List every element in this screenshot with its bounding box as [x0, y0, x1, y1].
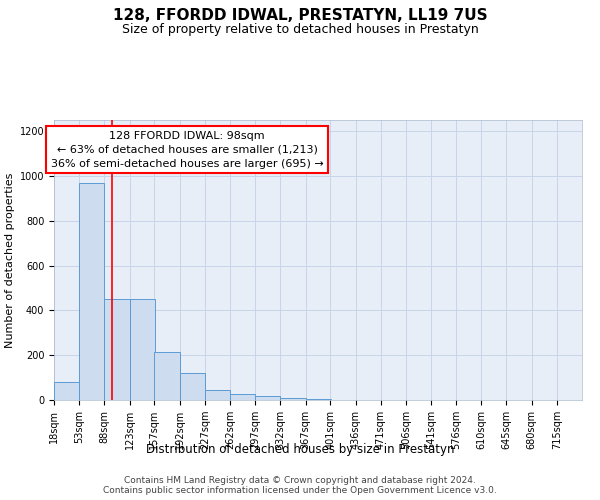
- Bar: [54, 382, 79, 400]
- Bar: [154, 352, 179, 400]
- Text: 128 FFORDD IDWAL: 98sqm
← 63% of detached houses are smaller (1,213)
36% of semi: 128 FFORDD IDWAL: 98sqm ← 63% of detache…: [51, 130, 323, 168]
- Bar: [230, 394, 255, 400]
- Bar: [79, 182, 104, 400]
- Bar: [205, 390, 230, 400]
- Text: Distribution of detached houses by size in Prestatyn: Distribution of detached houses by size …: [146, 442, 454, 456]
- Y-axis label: Number of detached properties: Number of detached properties: [5, 172, 16, 348]
- Text: 128, FFORDD IDWAL, PRESTATYN, LL19 7US: 128, FFORDD IDWAL, PRESTATYN, LL19 7US: [113, 8, 487, 22]
- Bar: [280, 398, 306, 400]
- Bar: [179, 373, 205, 400]
- Bar: [306, 399, 331, 400]
- Bar: [130, 299, 155, 400]
- Bar: [104, 299, 130, 400]
- Text: Contains HM Land Registry data © Crown copyright and database right 2024.
Contai: Contains HM Land Registry data © Crown c…: [103, 476, 497, 495]
- Bar: [255, 396, 280, 400]
- Text: Size of property relative to detached houses in Prestatyn: Size of property relative to detached ho…: [122, 22, 478, 36]
